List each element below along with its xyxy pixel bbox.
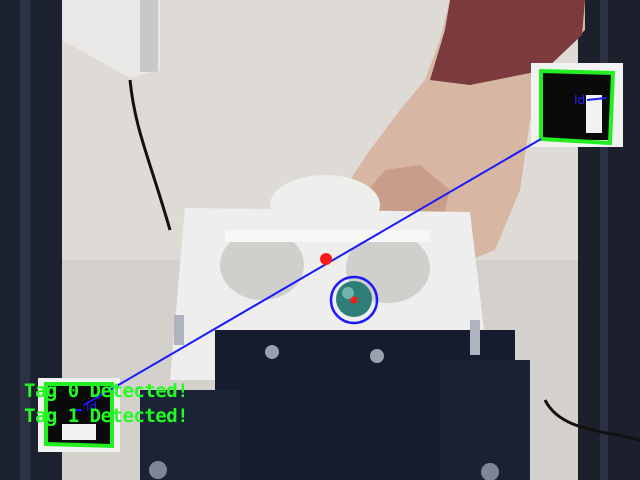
ball-target-circle [329,275,379,325]
ball-center-dot [350,296,358,304]
tag-0-id-label: Id [574,93,586,107]
tag-1-bounding-box [44,382,114,449]
tag-1-marker [38,378,120,452]
status-line-tag-0: Tag 0 Detected! [24,380,189,402]
tag-1-id-label: Id [86,400,98,414]
tag-0-axis-line [586,97,607,101]
status-line-tag-1: Tag 1 Detected! [24,405,189,427]
tag-link-line [83,138,542,406]
tag-0-bounding-box [539,68,616,146]
link-midpoint-dot [320,253,332,265]
tag-0-marker [531,63,623,147]
